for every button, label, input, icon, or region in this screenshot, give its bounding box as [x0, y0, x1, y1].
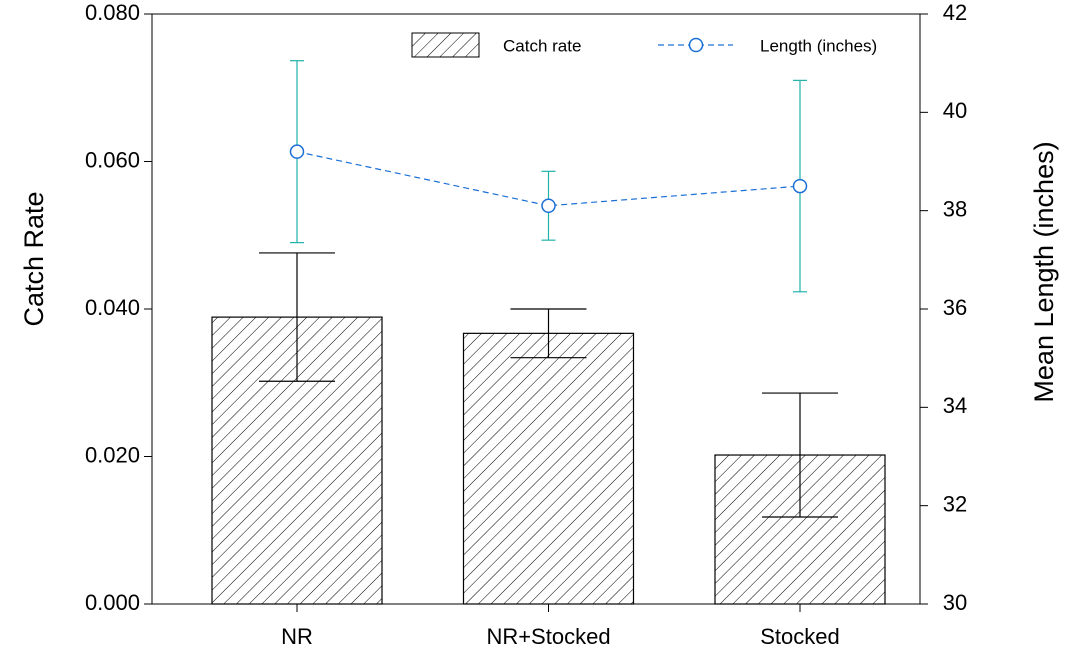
y2-tick-label: 40 [943, 98, 967, 123]
y2-tick-label: 34 [943, 393, 967, 418]
y2-axis-title: Mean Length (inches) [1029, 141, 1059, 402]
x-tick-label: NR [281, 624, 313, 649]
line [296, 151, 801, 207]
y-tick-label: 0.000 [85, 590, 140, 615]
y2-tick-label: 38 [943, 196, 967, 221]
bar [462, 332, 635, 605]
y-tick-label: 0.020 [85, 442, 140, 467]
marker [541, 198, 556, 213]
marker [792, 178, 808, 194]
y2-tick-label: 30 [943, 590, 967, 615]
legend-label: Length (inches) [760, 36, 877, 55]
y2-tick-label: 42 [943, 0, 967, 25]
legend-marker [688, 37, 704, 53]
x-tick-label: NR+Stocked [486, 624, 610, 649]
marker [289, 144, 305, 159]
y-tick-label: 0.040 [85, 295, 140, 320]
legend-label: Catch rate [503, 36, 581, 55]
y2-tick-label: 32 [943, 491, 967, 516]
legend-swatch [411, 32, 480, 58]
y2-tick-label: 36 [943, 295, 967, 320]
x-tick-label: Stocked [760, 624, 840, 649]
y-tick-label: 0.060 [85, 147, 140, 172]
y-axis-title: Catch Rate [19, 191, 49, 326]
y-tick-label: 0.080 [85, 0, 140, 25]
